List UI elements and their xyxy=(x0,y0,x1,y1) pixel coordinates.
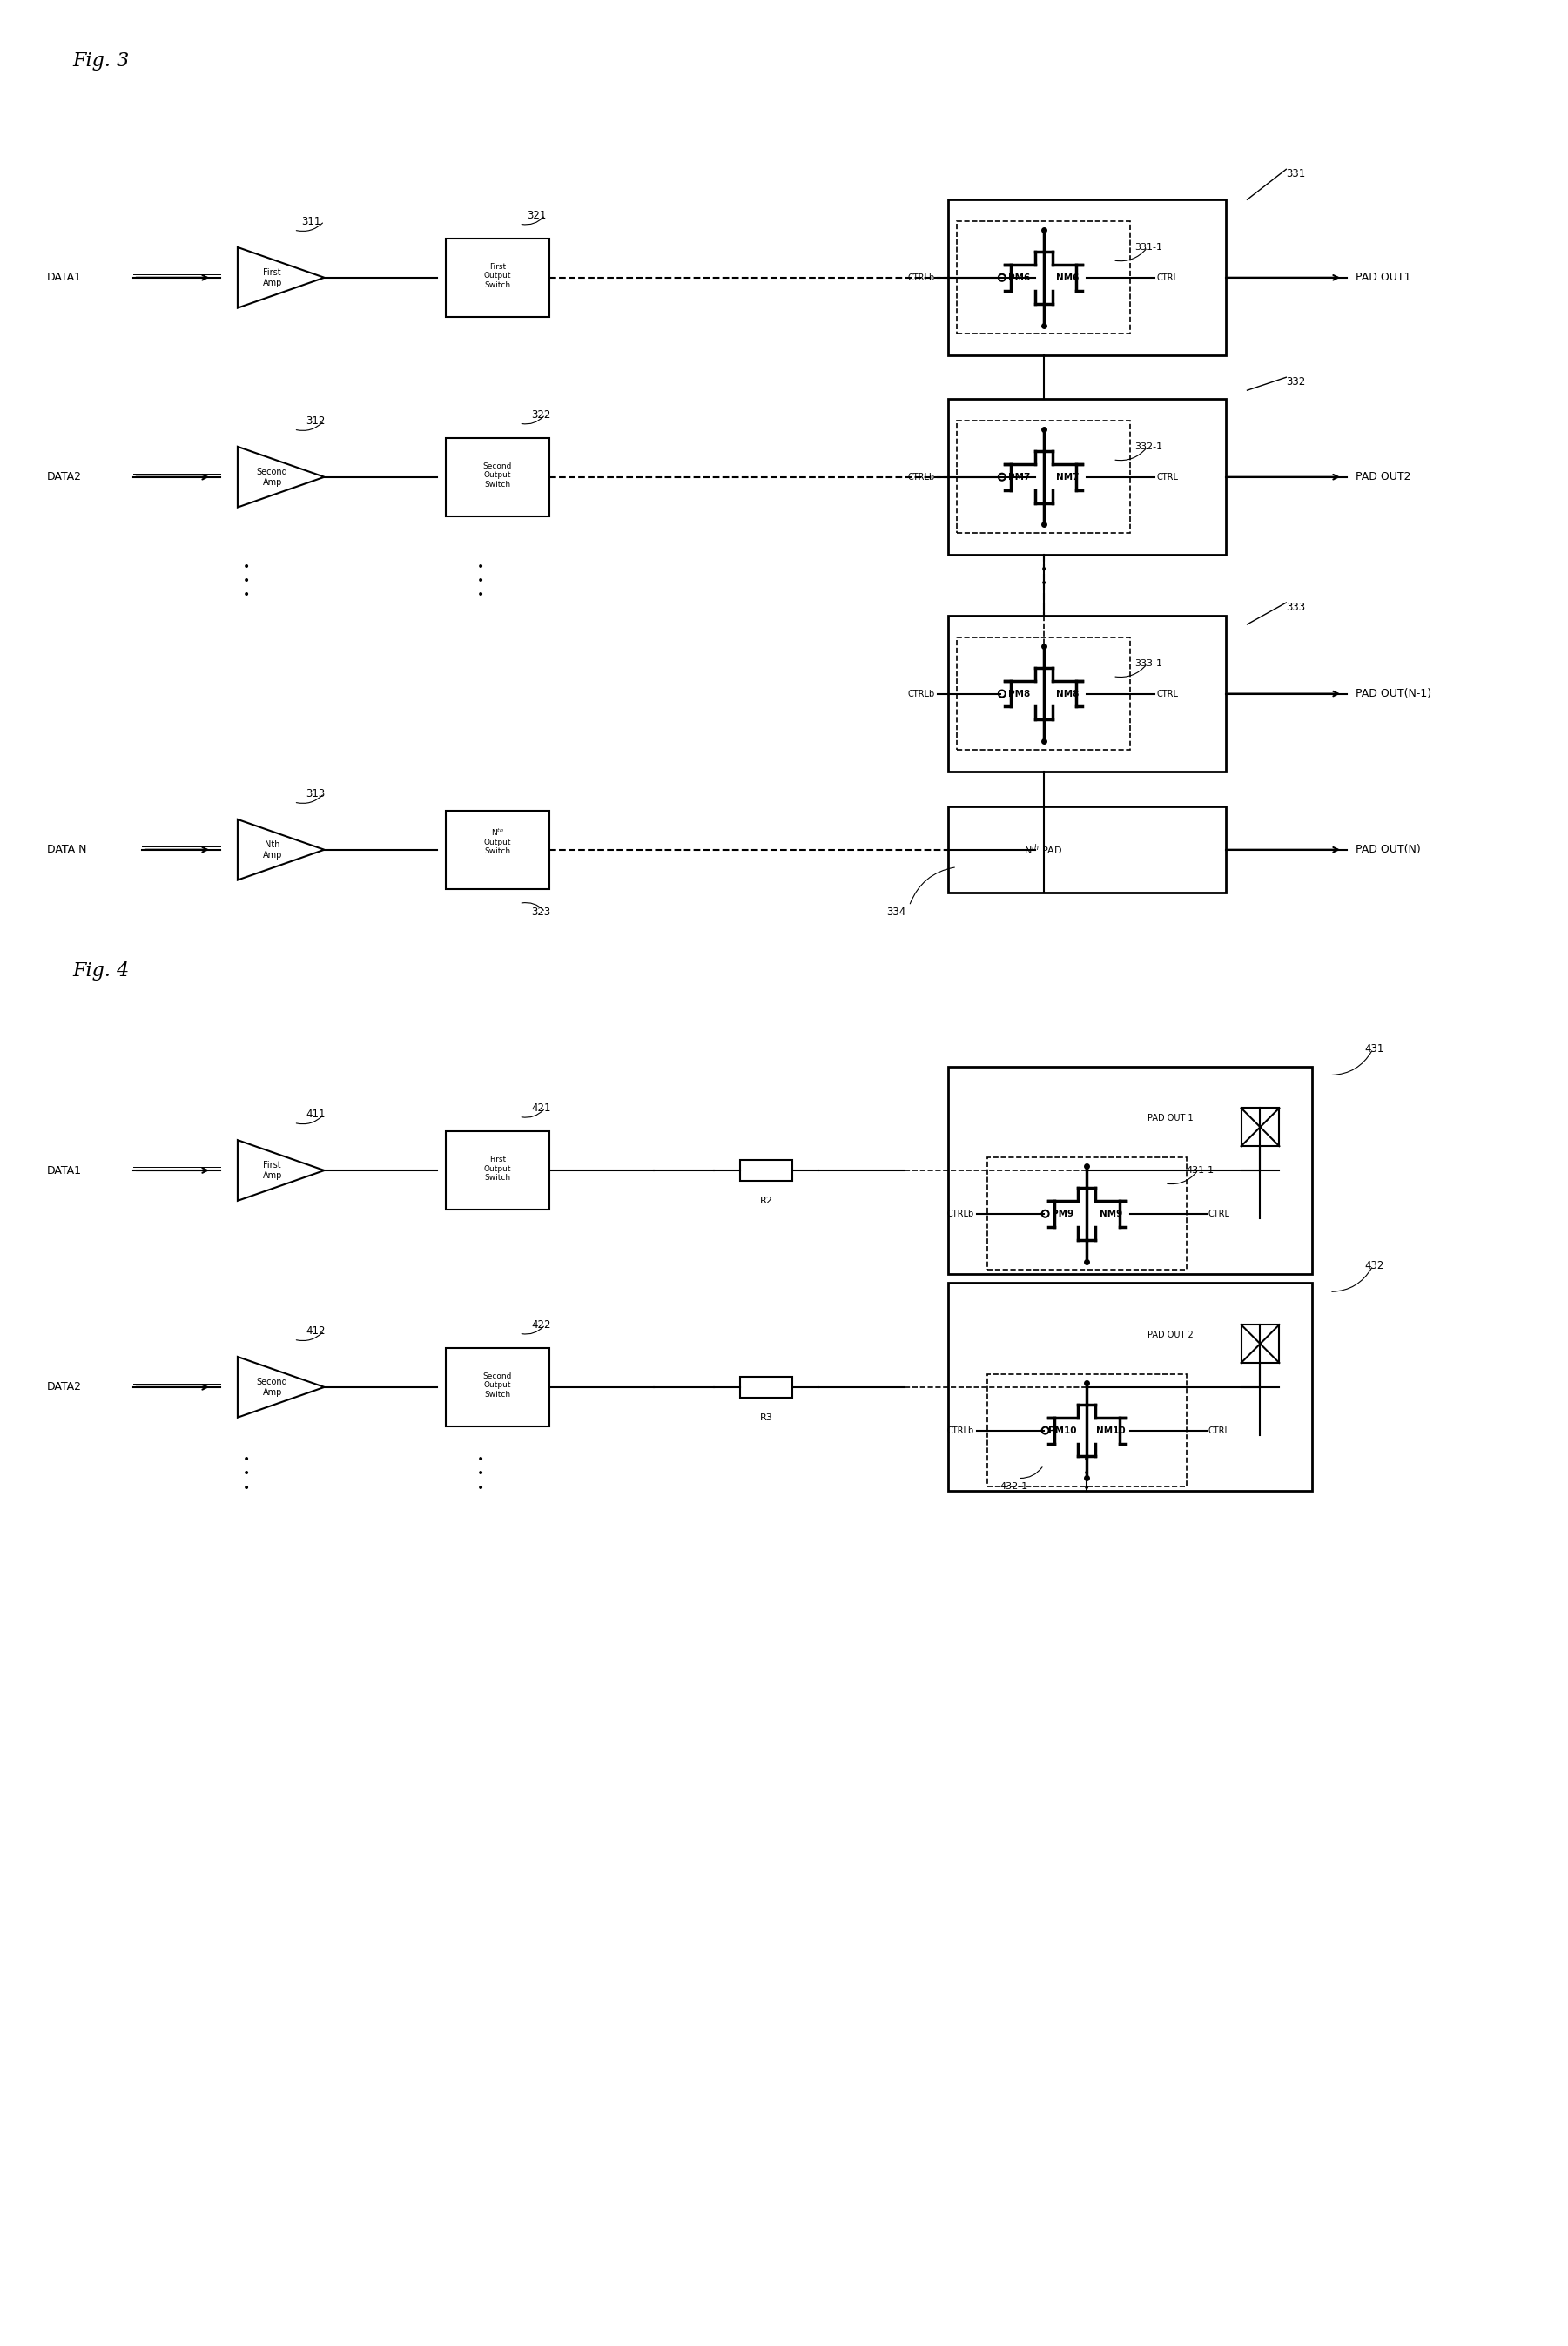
Bar xyxy=(445,239,550,317)
Text: PAD OUT(N-1): PAD OUT(N-1) xyxy=(1355,687,1432,699)
Text: Second
Output
Switch: Second Output Switch xyxy=(483,1372,513,1398)
Text: CTRL: CTRL xyxy=(1209,1211,1229,1218)
Bar xyxy=(1242,1325,1279,1363)
Text: PM6: PM6 xyxy=(1008,272,1030,282)
Text: First
Amp: First Amp xyxy=(262,267,282,286)
Text: NM7: NM7 xyxy=(1057,472,1079,481)
Text: 422: 422 xyxy=(532,1318,550,1330)
Text: CTRL: CTRL xyxy=(1209,1426,1229,1436)
Text: PAD OUT 2: PAD OUT 2 xyxy=(1148,1330,1193,1340)
Text: •
•
•: • • • xyxy=(477,561,485,601)
Text: DATA N: DATA N xyxy=(47,845,86,856)
Text: First
Output
Switch: First Output Switch xyxy=(485,1157,511,1182)
Bar xyxy=(988,1157,1187,1269)
Bar xyxy=(740,1159,792,1180)
Text: 332-1: 332-1 xyxy=(1135,443,1162,450)
Text: 421: 421 xyxy=(532,1103,550,1114)
Bar xyxy=(445,812,550,889)
Text: PAD OUT(N): PAD OUT(N) xyxy=(1355,845,1421,856)
Text: 333-1: 333-1 xyxy=(1135,659,1162,669)
Text: 331-1: 331-1 xyxy=(1135,244,1162,251)
Text: DATA1: DATA1 xyxy=(47,1164,82,1175)
Text: •
•
•: • • • xyxy=(1083,1455,1090,1494)
Text: CTRL: CTRL xyxy=(1156,272,1178,282)
Text: DATA2: DATA2 xyxy=(47,472,82,483)
Bar xyxy=(445,1349,550,1426)
Text: 331: 331 xyxy=(1286,169,1306,178)
Text: PM9: PM9 xyxy=(1052,1211,1074,1218)
Bar xyxy=(988,1375,1187,1487)
Text: 431-1: 431-1 xyxy=(1187,1166,1215,1175)
Text: 432-1: 432-1 xyxy=(1000,1483,1029,1492)
Bar xyxy=(949,199,1226,357)
Text: 322: 322 xyxy=(532,408,550,420)
Text: 431: 431 xyxy=(1364,1044,1383,1056)
Text: First
Amp: First Amp xyxy=(262,1161,282,1180)
Bar xyxy=(956,221,1131,333)
Text: N$^{th}$ PAD: N$^{th}$ PAD xyxy=(1024,842,1063,856)
Text: •
•
•: • • • xyxy=(477,1455,485,1494)
Text: Second
Output
Switch: Second Output Switch xyxy=(483,462,513,488)
Text: PAD OUT 1: PAD OUT 1 xyxy=(1148,1114,1193,1124)
Bar xyxy=(956,420,1131,533)
Text: R3: R3 xyxy=(760,1412,773,1422)
Bar xyxy=(1242,1107,1279,1147)
Text: NM10: NM10 xyxy=(1096,1426,1126,1436)
Bar xyxy=(949,615,1226,772)
Text: •
•: • • xyxy=(1040,563,1047,589)
Text: 332: 332 xyxy=(1286,375,1306,387)
Text: PAD OUT1: PAD OUT1 xyxy=(1355,272,1411,284)
Text: 311: 311 xyxy=(301,216,321,228)
Text: 312: 312 xyxy=(306,415,325,427)
Bar xyxy=(949,1067,1312,1274)
Text: CTRL: CTRL xyxy=(1156,472,1178,481)
Text: CTRLb: CTRLb xyxy=(947,1211,974,1218)
Text: PM8: PM8 xyxy=(1008,690,1030,699)
Text: Fig. 3: Fig. 3 xyxy=(74,52,130,70)
Bar xyxy=(445,1131,550,1211)
Text: 313: 313 xyxy=(306,788,325,800)
Text: 321: 321 xyxy=(527,209,546,221)
Text: •
•
•: • • • xyxy=(243,1455,249,1494)
Text: NM9: NM9 xyxy=(1099,1211,1123,1218)
Text: Fig. 4: Fig. 4 xyxy=(74,962,130,981)
Text: CTRLb: CTRLb xyxy=(947,1426,974,1436)
Text: CTRL: CTRL xyxy=(1156,690,1178,699)
Text: CTRLb: CTRLb xyxy=(908,472,935,481)
Text: 323: 323 xyxy=(532,906,550,917)
Text: 412: 412 xyxy=(306,1325,326,1337)
Text: PAD OUT2: PAD OUT2 xyxy=(1355,472,1411,483)
Text: 411: 411 xyxy=(306,1107,326,1119)
Bar xyxy=(740,1377,792,1398)
Text: N$^{th}$
Output
Switch: N$^{th}$ Output Switch xyxy=(485,826,511,856)
Text: Nth
Amp: Nth Amp xyxy=(262,840,282,859)
Text: CTRLb: CTRLb xyxy=(908,272,935,282)
Bar xyxy=(956,638,1131,751)
Text: •
•
•: • • • xyxy=(243,561,249,601)
Text: NM8: NM8 xyxy=(1057,690,1079,699)
Text: First
Output
Switch: First Output Switch xyxy=(485,263,511,289)
Bar xyxy=(949,399,1226,556)
Text: DATA1: DATA1 xyxy=(47,272,82,284)
Bar xyxy=(949,1283,1312,1492)
Text: PM7: PM7 xyxy=(1008,472,1030,481)
Text: 432: 432 xyxy=(1364,1260,1383,1272)
Bar xyxy=(445,439,550,516)
Text: Second
Amp: Second Amp xyxy=(257,467,289,486)
Bar xyxy=(949,807,1226,894)
Text: CTRLb: CTRLb xyxy=(908,690,935,699)
Text: R2: R2 xyxy=(760,1196,773,1206)
Text: PM10: PM10 xyxy=(1049,1426,1077,1436)
Text: 334: 334 xyxy=(886,906,906,917)
Text: Second
Amp: Second Amp xyxy=(257,1377,289,1396)
Text: 333: 333 xyxy=(1286,601,1306,612)
Text: NM6: NM6 xyxy=(1057,272,1079,282)
Text: DATA2: DATA2 xyxy=(47,1382,82,1394)
